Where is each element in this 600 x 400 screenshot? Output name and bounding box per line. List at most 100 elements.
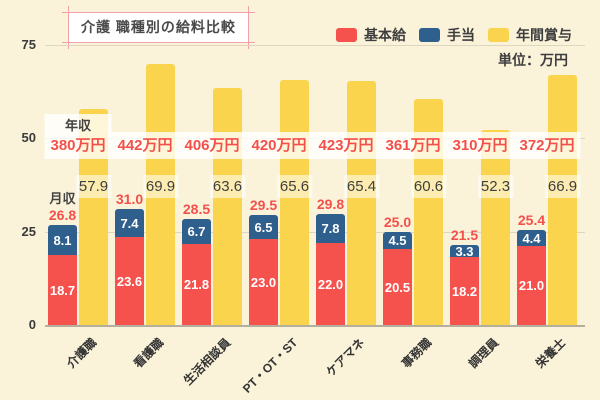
bar-group: 423万円 65.4 29.8 7.8 22.0 ケアマネ [312,0,380,379]
bonus-value-label: 63.6 [209,175,246,198]
bonus-bar [481,130,510,325]
monthly-total-value: 29.8 [316,196,345,212]
title-frame-line [247,6,249,49]
stacked-bar: 4.4 21.0 [517,230,546,325]
stacked-bar: 6.7 21.8 [182,219,211,325]
annual-salary-value: 420万円 [251,137,307,154]
legend-swatch-allowance [419,28,440,42]
annual-salary-label: 年収 380万円 [44,114,112,159]
allowance-segment: 7.8 [316,214,345,243]
legend-swatch-bonus [488,28,509,42]
bonus-value-label: 60.6 [410,175,447,198]
annual-row-label: 年収 [64,118,91,133]
gridline-25 [45,232,585,233]
allowance-segment: 3.3 [450,244,479,259]
y-tick-75: 75 [21,37,36,52]
monthly-total-value: 28.5 [182,201,211,217]
monthly-total-value: 29.5 [249,197,278,213]
title-frame-line [62,12,255,13]
allowance-segment: 7.4 [115,209,144,237]
bonus-value-label: 65.6 [276,175,313,198]
bar-group: 361万円 60.6 25.0 4.5 20.5 事務職 [379,0,447,371]
bonus-value-label: 52.3 [477,175,514,198]
annual-salary-value: 372万円 [519,137,575,154]
monthly-total-label: 29.8 [317,196,344,213]
base-segment: 18.2 [450,257,479,325]
title-frame-line [68,6,69,49]
legend: 基本給 手当 年間賞与 [336,25,572,45]
title-frame-line [62,42,255,43]
bonus-bar [548,75,577,325]
gridline-75 [45,45,585,46]
annual-salary-value: 423万円 [318,137,374,154]
annual-salary-value: 442万円 [117,137,173,154]
monthly-total-label: 25.4 [518,212,545,229]
base-segment: 23.6 [115,237,144,325]
y-tick-25: 25 [21,224,36,239]
monthly-total-label: 21.5 [451,227,478,244]
annual-salary-value: 406万円 [184,137,240,154]
bonus-bar [347,81,376,325]
bonus-value-label: 66.9 [544,175,581,198]
allowance-segment: 8.1 [48,225,77,255]
stacked-bar: 8.1 18.7 [48,225,77,325]
annual-salary-label: 310万円 [446,132,514,159]
annual-salary-value: 310万円 [452,137,508,154]
stacked-bar: 7.4 23.6 [115,209,144,325]
monthly-total-value: 26.8 [48,207,77,223]
monthly-total-label: 月収 26.8 [49,191,76,224]
base-segment: 22.0 [316,243,345,325]
monthly-total-label: 28.5 [183,201,210,218]
monthly-total-label: 29.5 [250,197,277,214]
unit-label: 単位：万円 [498,52,568,68]
allowance-segment: 6.5 [249,215,278,239]
y-tick-50: 50 [21,130,36,145]
legend-label-base: 基本給 [364,27,406,43]
bar-group: 310万円 52.3 21.5 3.3 18.2 調理員 [446,0,514,371]
legend-swatch-base [336,28,357,42]
chart-title-text: 介護 職種別の給料比較 [81,19,236,35]
legend-item-base: 基本給 [336,25,406,45]
annual-salary-label: 442万円 [111,132,179,159]
monthly-total-value: 31.0 [115,191,144,207]
monthly-total-value: 25.0 [383,214,412,230]
stacked-bar: 4.5 20.5 [383,232,412,325]
base-segment: 21.8 [182,244,211,325]
base-segment: 23.0 [249,239,278,325]
bar-group: 406万円 63.6 28.5 6.7 21.8 生活相談員 [178,0,246,388]
annual-salary-label: 406万円 [178,132,246,159]
monthly-total-label: 31.0 [116,191,143,208]
annual-salary-label: 423万円 [312,132,380,159]
bar-group: 442万円 69.9 31.0 7.4 23.6 看護職 [111,0,179,371]
x-axis-line [45,325,585,327]
bonus-bar [213,88,242,325]
monthly-total-label: 25.0 [384,214,411,231]
annual-salary-label: 420万円 [245,132,313,159]
chart-title: 介護 職種別の給料比較 [62,6,255,49]
base-segment: 21.0 [517,246,546,325]
allowance-segment: 4.4 [517,230,546,246]
monthly-row-label: 月収 [49,191,76,206]
annual-salary-label: 372万円 [513,132,581,159]
bonus-bar [280,80,309,325]
monthly-total-value: 25.4 [517,212,546,228]
legend-item-allowance: 手当 [419,25,475,45]
annual-salary-label: 361万円 [379,132,447,159]
stacked-bar: 7.8 22.0 [316,214,345,325]
bar-group: 年収 380万円 57.9 月収 26.8 8.1 18.7 介護職 [44,0,112,371]
base-segment: 20.5 [383,249,412,325]
y-tick-0: 0 [28,317,36,332]
annual-salary-value: 380万円 [50,137,106,154]
category-label: 介護職 [63,335,100,371]
bonus-value-label: 69.9 [142,175,179,198]
bar-group: 420万円 65.6 29.5 6.5 23.0 PT・OT・ST [240,0,313,396]
annual-salary-value: 361万円 [385,137,441,154]
base-segment: 18.7 [48,255,77,325]
bonus-value-label: 65.4 [343,175,380,198]
allowance-segment: 6.7 [182,219,211,244]
legend-label-bonus: 年間賞与 [516,27,572,43]
bar-group: 372万円 66.9 25.4 4.4 21.0 栄養士 [513,0,581,371]
allowance-segment: 4.5 [383,232,412,249]
bonus-value-label: 57.9 [75,175,112,198]
